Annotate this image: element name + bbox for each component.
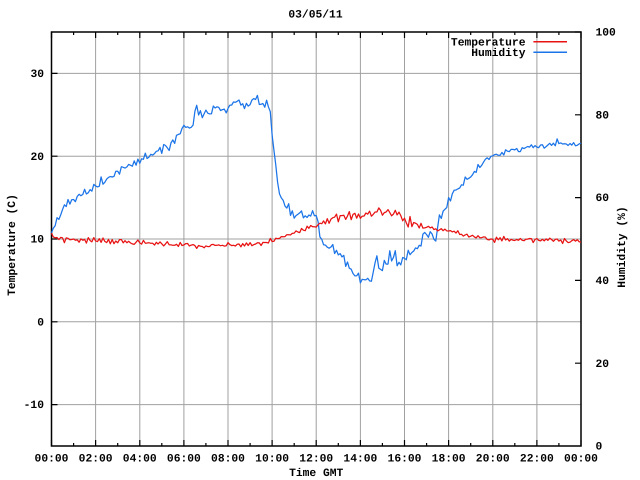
svg-text:0: 0 bbox=[596, 442, 603, 454]
svg-text:10:00: 10:00 bbox=[255, 453, 289, 465]
svg-text:20:00: 20:00 bbox=[476, 453, 510, 465]
svg-text:03/05/11: 03/05/11 bbox=[288, 9, 342, 22]
svg-text:20: 20 bbox=[30, 152, 44, 164]
svg-text:20: 20 bbox=[596, 359, 610, 371]
svg-text:80: 80 bbox=[596, 110, 610, 122]
svg-text:18:00: 18:00 bbox=[432, 453, 466, 465]
svg-text:00:00: 00:00 bbox=[564, 453, 598, 465]
svg-text:0: 0 bbox=[37, 317, 44, 329]
svg-text:Time GMT: Time GMT bbox=[289, 467, 343, 480]
svg-text:Temperature: Temperature bbox=[451, 37, 526, 49]
svg-text:40: 40 bbox=[596, 276, 610, 288]
svg-text:22:00: 22:00 bbox=[520, 453, 554, 465]
svg-text:02:00: 02:00 bbox=[79, 453, 113, 465]
svg-text:-10: -10 bbox=[24, 400, 45, 412]
svg-text:Humidity (%): Humidity (%) bbox=[616, 206, 629, 287]
svg-text:60: 60 bbox=[596, 193, 610, 205]
svg-text:100: 100 bbox=[596, 28, 617, 40]
svg-text:10: 10 bbox=[30, 235, 44, 247]
svg-text:Humidity: Humidity bbox=[471, 47, 525, 60]
svg-text:12:00: 12:00 bbox=[299, 453, 333, 465]
svg-text:Temperature (C): Temperature (C) bbox=[6, 194, 19, 296]
svg-text:08:00: 08:00 bbox=[211, 453, 245, 465]
svg-text:30: 30 bbox=[30, 69, 44, 81]
svg-text:00:00: 00:00 bbox=[35, 453, 69, 465]
svg-text:04:00: 04:00 bbox=[123, 453, 157, 465]
svg-text:14:00: 14:00 bbox=[343, 453, 377, 465]
svg-text:06:00: 06:00 bbox=[167, 453, 201, 465]
svg-text:16:00: 16:00 bbox=[388, 453, 422, 465]
